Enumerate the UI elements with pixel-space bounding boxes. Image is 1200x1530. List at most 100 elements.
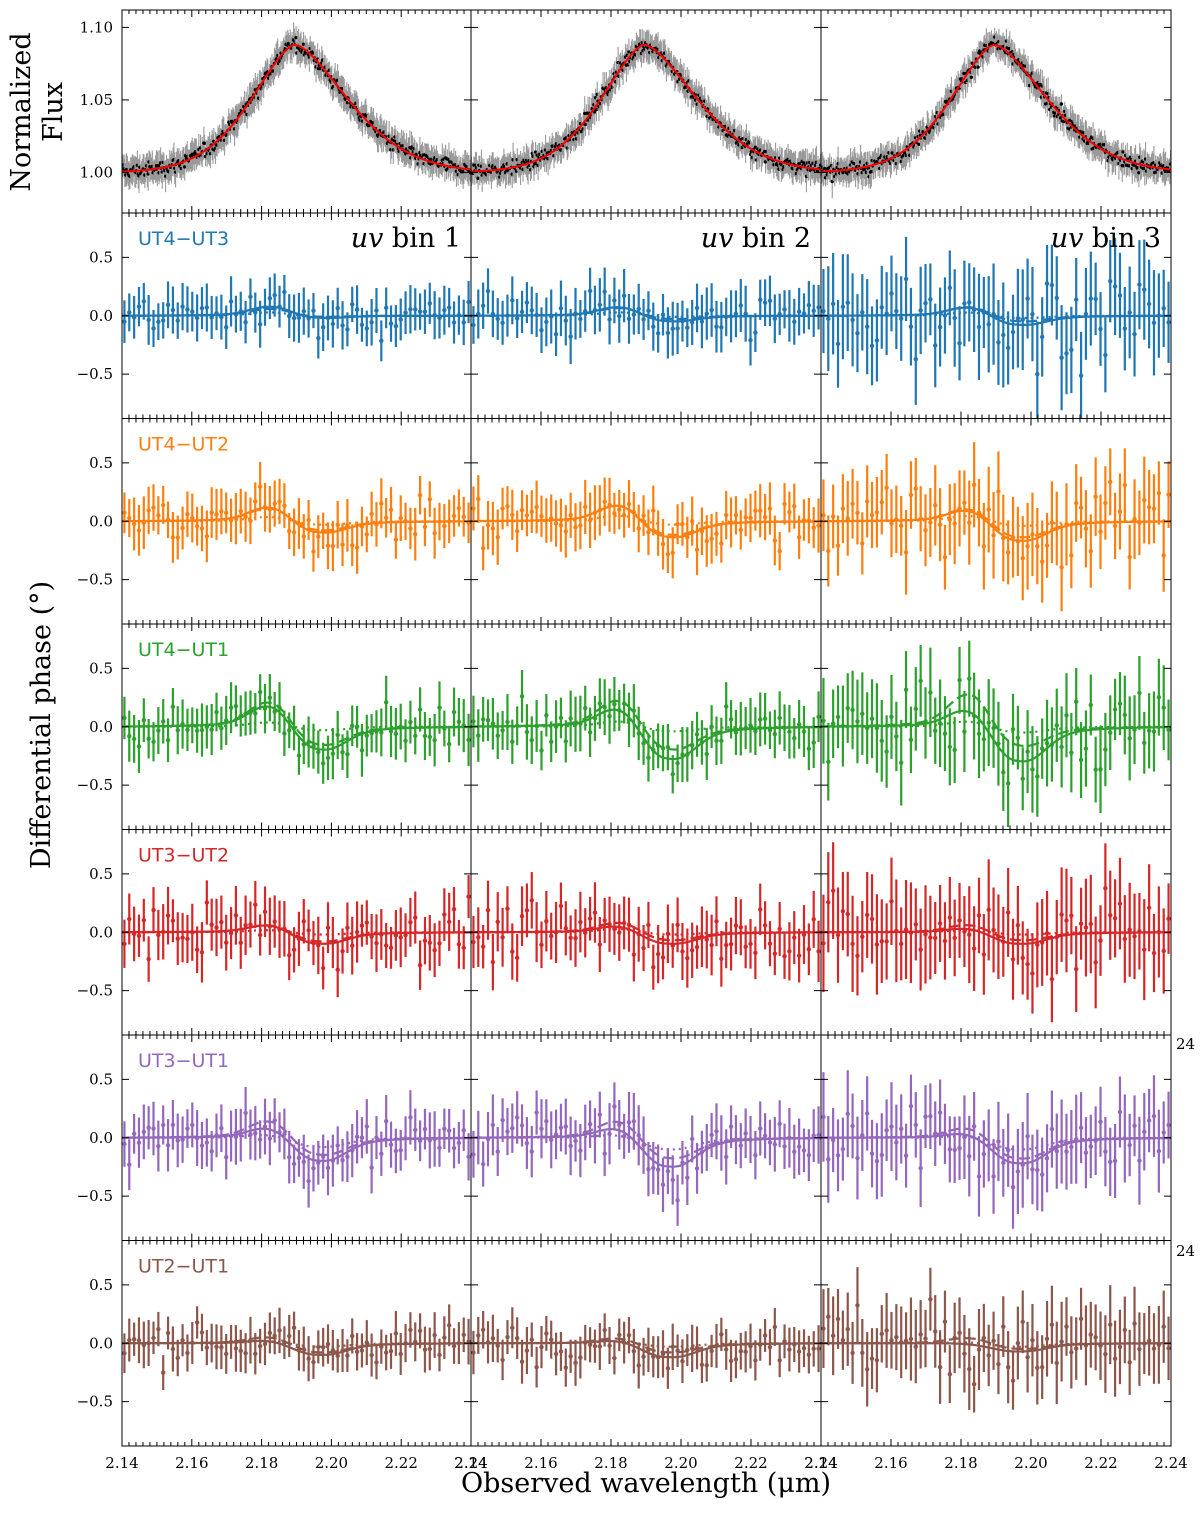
phase-point bbox=[238, 509, 243, 514]
phase-point bbox=[175, 728, 180, 733]
phase-point bbox=[758, 508, 763, 513]
phase-point bbox=[282, 289, 287, 295]
phase-point bbox=[646, 755, 651, 760]
phase-point bbox=[369, 320, 374, 325]
phase-point bbox=[131, 736, 137, 742]
phase-point bbox=[350, 302, 355, 307]
phase-point bbox=[1093, 494, 1098, 499]
phase-point bbox=[1005, 345, 1011, 351]
phase-point bbox=[1108, 479, 1113, 484]
phase-point bbox=[190, 309, 195, 314]
phase-point bbox=[903, 276, 909, 282]
phase-point bbox=[986, 322, 991, 327]
phase-point bbox=[534, 504, 539, 510]
phase-point bbox=[923, 528, 928, 533]
phase-point bbox=[889, 291, 894, 296]
phase-point bbox=[641, 513, 646, 518]
baseline-label: UT4−UT1 bbox=[138, 639, 229, 661]
phase-point bbox=[821, 513, 826, 518]
phase-point bbox=[864, 324, 870, 329]
flux-point bbox=[753, 145, 758, 149]
phase-point bbox=[942, 555, 948, 560]
phase-point bbox=[889, 521, 894, 526]
phase-point bbox=[767, 506, 773, 511]
phase-point bbox=[782, 501, 787, 507]
phase-point bbox=[553, 332, 559, 337]
flux-data bbox=[471, 29, 821, 193]
phase-point bbox=[301, 534, 306, 539]
phase-point bbox=[330, 543, 336, 549]
phase-point bbox=[1035, 543, 1040, 549]
phase-point bbox=[952, 521, 957, 526]
phase-point bbox=[461, 320, 466, 325]
phase-point bbox=[122, 319, 127, 324]
phase-point bbox=[816, 305, 821, 310]
phase-point bbox=[937, 324, 943, 330]
phase-point bbox=[1161, 306, 1166, 311]
phase-point bbox=[1001, 332, 1006, 338]
phase-point bbox=[665, 551, 671, 557]
phase-point bbox=[480, 717, 486, 722]
phase-point bbox=[933, 503, 938, 508]
phase-point bbox=[432, 530, 437, 536]
phase-point bbox=[136, 528, 142, 533]
phase-point bbox=[626, 501, 632, 507]
phase-point bbox=[762, 716, 768, 721]
phase-panel-1-3: uv bin 3 bbox=[820, 212, 1172, 419]
phase-point bbox=[719, 541, 724, 546]
phase-point bbox=[194, 524, 200, 529]
phase-point bbox=[792, 503, 797, 509]
phase-point bbox=[296, 315, 302, 320]
phase-point bbox=[359, 748, 365, 753]
phase-point bbox=[456, 719, 462, 724]
phase-point bbox=[971, 482, 977, 487]
phase-point bbox=[758, 297, 763, 303]
phase-point bbox=[417, 493, 423, 498]
phase-point bbox=[670, 550, 675, 555]
phase-point bbox=[1122, 482, 1128, 488]
phase-point bbox=[422, 309, 428, 314]
phase-data bbox=[471, 267, 821, 366]
phase-point bbox=[694, 732, 700, 737]
phase-point bbox=[1098, 326, 1103, 332]
phase-point bbox=[1122, 326, 1128, 331]
y-tick-label: 0.0 bbox=[89, 307, 113, 325]
solid-model-line bbox=[471, 708, 821, 761]
phase-point bbox=[1137, 282, 1142, 287]
phase-point bbox=[141, 717, 147, 723]
phase-point bbox=[180, 525, 185, 531]
phase-point bbox=[505, 719, 510, 725]
phase-point bbox=[714, 324, 719, 329]
phase-point bbox=[689, 518, 695, 524]
phase-point bbox=[587, 288, 593, 294]
phase-point bbox=[490, 721, 496, 726]
flux-point bbox=[202, 141, 207, 146]
flux-panel-1: 1.00 1.05 1.10 bbox=[80, 9, 472, 214]
phase-point bbox=[151, 739, 156, 744]
phase-point bbox=[1156, 490, 1162, 496]
phase-point bbox=[1166, 492, 1171, 497]
phase-point bbox=[165, 738, 171, 743]
phase-data bbox=[122, 461, 471, 574]
phase-point bbox=[253, 711, 258, 716]
phase-point bbox=[563, 529, 568, 534]
phase-point bbox=[928, 297, 933, 302]
phase-point bbox=[199, 305, 205, 311]
solid-model-line bbox=[821, 509, 1171, 542]
phase-point bbox=[170, 535, 176, 540]
phase-point bbox=[855, 330, 860, 336]
phase-point bbox=[568, 716, 573, 721]
phase-point bbox=[1088, 548, 1093, 554]
phase-point bbox=[1117, 293, 1123, 298]
phase-point bbox=[811, 525, 816, 530]
phase-point bbox=[335, 306, 340, 311]
flux-point bbox=[917, 142, 921, 146]
phase-point bbox=[422, 733, 428, 739]
phase-point bbox=[408, 526, 413, 531]
phase-point bbox=[330, 751, 336, 756]
phase-point bbox=[583, 504, 588, 510]
phase-point bbox=[456, 505, 462, 511]
phase-point bbox=[845, 300, 850, 305]
phase-point bbox=[505, 504, 510, 509]
